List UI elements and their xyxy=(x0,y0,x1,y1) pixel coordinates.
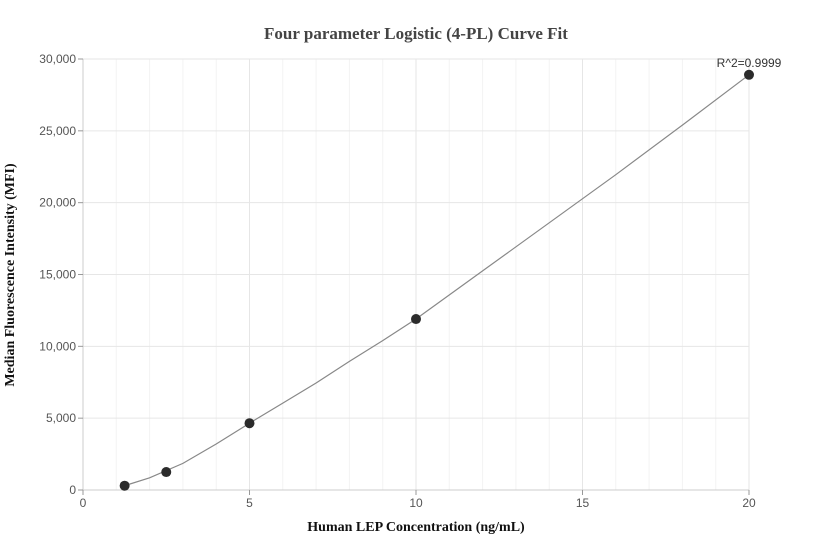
y-tick-label: 5,000 xyxy=(46,411,76,425)
data-point xyxy=(411,314,421,325)
x-tick-label: 10 xyxy=(409,496,423,510)
y-tick-label: 30,000 xyxy=(39,52,76,66)
x-tick-label: 20 xyxy=(742,496,756,510)
fit-curve xyxy=(124,74,750,487)
grid xyxy=(82,58,750,491)
data-points xyxy=(119,69,754,491)
y-tick-label: 25,000 xyxy=(39,124,76,138)
x-tick-label: 5 xyxy=(246,496,253,510)
y-tick-label: 20,000 xyxy=(39,196,76,210)
x-tick-label: 15 xyxy=(576,496,590,510)
tick-labels: 0 5,000 10,000 15,000 20,000 25,000 30,000 0 5 10… xyxy=(39,52,756,510)
chart-title: Four parameter Logistic (4-PL) Curve Fit xyxy=(264,24,568,43)
r-squared-annotation: R^2=0.9999 xyxy=(717,56,782,70)
data-point xyxy=(119,480,130,491)
data-point xyxy=(244,418,255,429)
fit-curve-group xyxy=(124,74,750,487)
data-point xyxy=(744,69,754,80)
y-axis-title: Median Fluorescence Intensity (MFI) xyxy=(3,163,18,387)
y-tick-label: 0 xyxy=(69,483,76,497)
axes xyxy=(78,58,750,495)
x-axis-title: Human LEP Concentration (ng/mL) xyxy=(307,520,525,535)
x-tick-label: 0 xyxy=(80,496,87,510)
y-tick-label: 15,000 xyxy=(39,268,76,282)
y-tick-label: 10,000 xyxy=(39,339,76,353)
data-point xyxy=(161,467,172,478)
